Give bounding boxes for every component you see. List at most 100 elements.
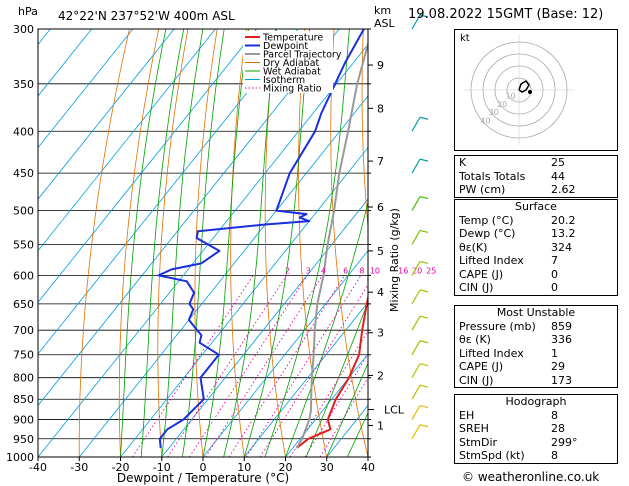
table-row: EH 8 (455, 409, 617, 423)
mixing-ratio-label: 2 (285, 266, 290, 275)
row-label: StmDir (459, 435, 498, 449)
location-label: 42°22'N 237°52'W 400m ASL (58, 9, 235, 23)
row-value: 336 (551, 333, 572, 346)
mixing-ratio-label: 6 (343, 266, 348, 275)
wind-barb (411, 158, 421, 174)
table-row: PW (cm) 2.62 (455, 183, 617, 197)
dry-adiabat-line (298, 29, 328, 457)
wind-barb-flag (419, 384, 429, 388)
wind-barb-flag (419, 158, 429, 162)
dry-adiabat-line (361, 29, 368, 231)
wind-barb (411, 14, 421, 30)
datetime-label: 19.08.2022 15GMT (Base: 12) (408, 7, 604, 22)
wind-barb (411, 261, 421, 276)
temperature-tick-label: -30 (70, 461, 88, 474)
wind-barb (411, 340, 421, 356)
wind-barb-flag (419, 340, 429, 344)
wind-barbs (411, 14, 429, 440)
mixing-ratio-label: 4 (321, 266, 326, 275)
wind-barb-flag (419, 363, 429, 367)
km-tick-label: 9 (377, 59, 384, 72)
copyright-label: © weatheronline.co.uk (462, 470, 600, 484)
pressure-tick-label: 500 (13, 205, 34, 218)
row-label: θε(K) (459, 240, 488, 254)
surface-table: Surface Temp (°C) 20.2 Dewp (°C) 13.2 θε(K) 3… (454, 199, 618, 296)
table-row: Lifted Index 1 (455, 347, 617, 361)
wind-barb-flag (419, 424, 429, 428)
pressure-tick-label: 350 (13, 78, 34, 91)
wind-barb-flag (419, 289, 429, 293)
pressure-tick-label: 1000 (6, 451, 34, 464)
row-label: CAPE (J) (459, 360, 504, 373)
hodograph-table: Hodograph EH 8 SREH 28 StmDir 299° StmSpd (kt)… (454, 394, 618, 464)
wind-barb-flag (419, 116, 429, 120)
row-value: 44 (551, 169, 565, 183)
wet-adiabat-line (264, 29, 350, 457)
table-row: CAPE (J) 0 (455, 268, 617, 282)
hodograph: 10 20 30 40 kt (454, 29, 618, 151)
table-row: CIN (J) 0 (455, 281, 617, 295)
row-label: SREH (459, 422, 489, 435)
isotherm-line (38, 43, 368, 457)
isotherm-line (38, 29, 216, 252)
km-tick-label: 5 (377, 245, 384, 258)
series-dewpoint-line (157, 29, 365, 449)
row-value: 173 (551, 373, 572, 387)
hodograph-trace (518, 80, 530, 93)
pressure-tick-label: 600 (13, 269, 34, 282)
temperature-tick-label: -10 (153, 461, 171, 474)
wet-adiabat-line (120, 29, 167, 457)
pressure-tick-label: 550 (13, 238, 34, 251)
legend-entry-label: Isotherm (263, 75, 305, 86)
row-value: 8 (551, 408, 558, 422)
row-value: 1 (551, 346, 558, 360)
temperature-tick-label: 30 (320, 461, 334, 474)
legend-entry-label: Wet Adiabat (263, 67, 321, 78)
most-unstable-title: Most Unstable (496, 306, 576, 319)
axes: 2 3 4 6 8 10 16 20 25300350400450500550600650700… (6, 23, 436, 474)
wet-adiabat-line (326, 362, 368, 457)
hodograph-ring-label: 30 (489, 108, 499, 117)
pressure-tick-label: 750 (13, 349, 34, 362)
mixing-ratio-label: 8 (359, 266, 364, 275)
row-label: EH (459, 408, 475, 422)
pressure-unit-label: hPa (18, 5, 38, 18)
table-row: Pressure (mb) 859 (455, 320, 617, 334)
isotherm-line (120, 146, 368, 457)
km-tick-label: 7 (377, 155, 384, 168)
wind-barb (411, 289, 421, 305)
isotherm-line (161, 198, 368, 457)
mixing-ratio-label: 20 (412, 266, 422, 275)
pressure-tick-label: 650 (13, 298, 34, 311)
row-value: 29 (551, 360, 565, 373)
isotherm-line (78, 95, 368, 457)
isotherm-line (202, 250, 368, 457)
mixing-ratio-line (189, 275, 308, 457)
storm-motion-marker (528, 90, 532, 94)
legend-entry-label: Dewpoint (263, 41, 308, 52)
wind-barb (411, 315, 421, 331)
table-row: SREH 28 (455, 422, 617, 436)
row-value: 0 (551, 281, 558, 294)
isotherm-line (38, 29, 340, 407)
dry-adiabat-line (264, 29, 286, 457)
row-value: 2.62 (551, 183, 576, 196)
mixing-ratio-line (131, 275, 254, 457)
row-value: 13.2 (551, 227, 576, 240)
hodograph-ring-label: 10 (506, 91, 516, 100)
row-label: θε (K) (459, 333, 491, 346)
row-value: 8 (551, 449, 558, 462)
row-label: Dewp (°C) (459, 227, 516, 240)
temperature-tick-label: -20 (112, 461, 130, 474)
pressure-tick-label: 850 (13, 393, 34, 406)
row-label: Lifted Index (459, 346, 524, 360)
row-value: 0 (551, 267, 558, 281)
dry-adiabat-line (194, 29, 218, 457)
wet-adiabat-line (161, 29, 204, 457)
lcl-label: LCL (384, 404, 405, 417)
wind-barb-flag (419, 404, 429, 409)
row-value: 28 (551, 422, 565, 435)
table-row: Temp (°C) 20.2 (455, 214, 617, 228)
